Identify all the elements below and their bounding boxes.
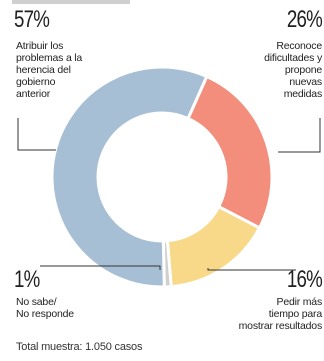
sample-total-note: Total muestra: 1.050 casos	[16, 341, 143, 353]
slice-herencia	[50, 65, 209, 289]
slice-label-herencia: Atribuir los problemas a la herencia del…	[16, 40, 83, 100]
leader-line-26	[278, 118, 321, 153]
pct-label-26: 26%	[286, 6, 323, 33]
leader-line-57	[17, 118, 56, 151]
leader-line-16	[207, 268, 296, 271]
pct-label-1: 1%	[14, 266, 40, 293]
slice-medidas	[186, 74, 274, 230]
slice-label-tiempo: Pedir más tiempo para mostrar resultados	[238, 296, 323, 332]
pct-label-57: 57%	[14, 6, 50, 33]
header-bar	[12, 0, 130, 4]
pct-label-16: 16%	[286, 266, 323, 293]
slice-label-no-sabe: No sabe/ No responde	[16, 296, 74, 320]
leader-line-1	[40, 265, 161, 270]
slice-label-medidas: Reconoce dificultades y propone nuevas m…	[264, 40, 322, 100]
